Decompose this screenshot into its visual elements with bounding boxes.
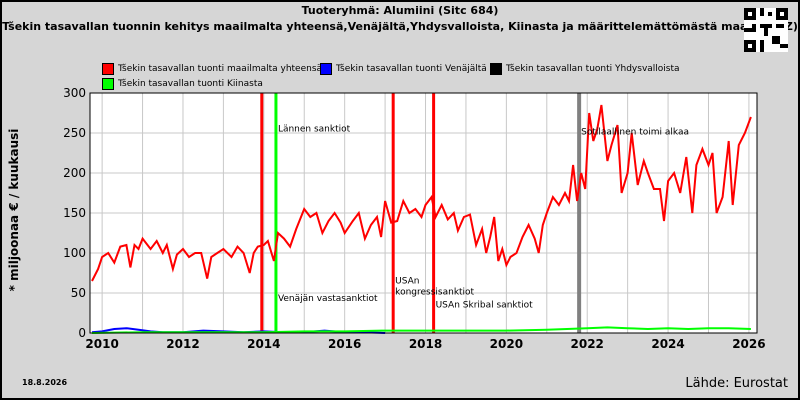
- y-tick-label: 100: [63, 246, 86, 260]
- plot-border: [89, 92, 758, 334]
- x-tick-label: 2014: [247, 337, 280, 351]
- y-tick-label: 300: [63, 86, 86, 100]
- y-tick-label: 0: [78, 326, 86, 340]
- event-label: Venäjän vastasanktiot: [278, 294, 378, 304]
- source-note: Lähde: Eurostat: [685, 376, 788, 391]
- x-tick-label: 2022: [571, 337, 604, 351]
- legend-label-world: Tšekin tasavallan tuonti maailmalta yhte…: [118, 64, 323, 74]
- date-stamp: 18.8.2026: [22, 378, 68, 387]
- event-label: kongressisanktiot: [395, 288, 474, 298]
- legend-item-china: Tšekin tasavallan tuonti Kiinasta: [102, 78, 263, 90]
- x-tick-label: 2018: [409, 337, 442, 351]
- event-label: Sotilaallinen toimi alkaa: [581, 128, 689, 138]
- legend-label-russia: Tšekin tasavallan tuonti Venäjältä: [336, 64, 487, 74]
- y-tick-label: 200: [63, 166, 86, 180]
- legend-item-world: Tšekin tasavallan tuonti maailmalta yhte…: [102, 63, 322, 75]
- event-label: Lännen sanktiot: [278, 124, 351, 134]
- legend-item-usa: Tšekin tasavallan tuonti Yhdysvalloista: [490, 63, 680, 75]
- x-tick-label: 2020: [490, 337, 523, 351]
- legend-swatch-usa: [490, 63, 502, 75]
- y-tick-label: 150: [63, 206, 86, 220]
- legend-label-china: Tšekin tasavallan tuonti Kiinasta: [118, 79, 263, 89]
- chart-title: Tuoteryhmä: Alumiini (Sitc 684): [301, 4, 499, 17]
- x-tick-label: 2026: [732, 337, 765, 351]
- x-tick-label: 2012: [166, 337, 199, 351]
- x-tick-label: 2024: [651, 337, 684, 351]
- event-label: USAn Skribal sanktiot: [436, 300, 534, 310]
- chart-subtitle: Tšekin tasavallan tuonnin kehitys maailm…: [2, 20, 798, 33]
- qr-code-icon: [744, 8, 788, 52]
- qr-code: [744, 8, 788, 52]
- legend-label-usa: Tšekin tasavallan tuonti Yhdysvalloista: [506, 64, 680, 74]
- legend-swatch-world: [102, 63, 114, 75]
- x-tick-label: 2016: [328, 337, 361, 351]
- y-tick-label: 50: [71, 286, 86, 300]
- series-line: [91, 326, 751, 334]
- y-tick-label: 250: [63, 126, 86, 140]
- legend-item-russia: Tšekin tasavallan tuonti Venäjältä: [320, 63, 487, 75]
- legend-swatch-russia: [320, 63, 332, 75]
- legend-swatch-china: [102, 78, 114, 90]
- series-line: [91, 104, 752, 282]
- event-label: USAn: [395, 276, 419, 286]
- x-tick-label: 2010: [85, 337, 118, 351]
